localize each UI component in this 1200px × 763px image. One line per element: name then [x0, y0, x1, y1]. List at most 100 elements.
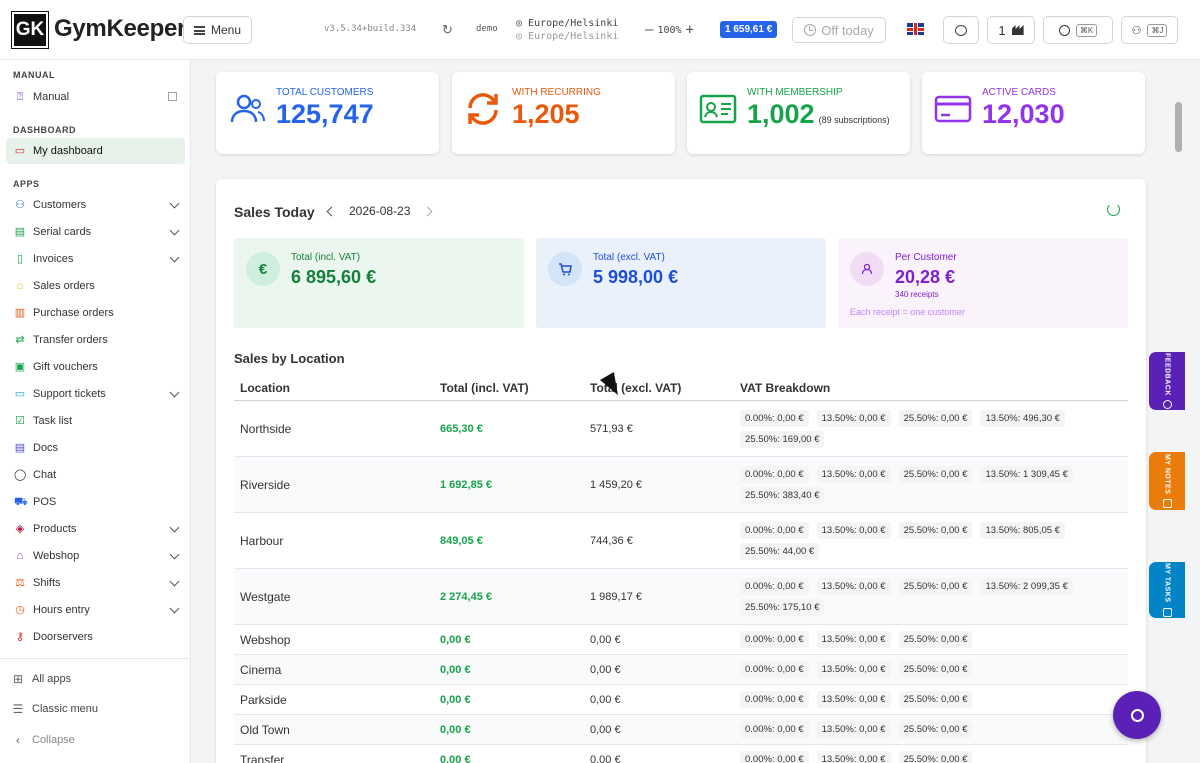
chat-bubble-icon	[955, 24, 967, 36]
menu-button[interactable]: Menu	[183, 16, 252, 44]
chevron-left-icon[interactable]	[326, 206, 337, 216]
vat-chip: 13.50%: 0,00 €	[816, 577, 891, 595]
sidebar-item-support-tickets[interactable]: ▭ Support tickets	[6, 381, 185, 407]
chevron-down-icon[interactable]	[169, 603, 180, 614]
total-incl-cell: 0,00 €	[434, 684, 584, 715]
collapse-sidebar-button[interactable]: ‹ Collapse	[12, 733, 75, 747]
summary-sub: 340 receipts	[895, 290, 939, 299]
factory-icon	[1011, 25, 1024, 35]
sidebar-item-gift-vouchers[interactable]: ▣ Gift vouchers	[6, 354, 185, 380]
scrollbar[interactable]	[1173, 62, 1183, 762]
sidebar-item-doorservers[interactable]: ⚷ Doorservers	[6, 624, 185, 650]
support-chat-icon	[1130, 708, 1144, 722]
sidebar-item-transfer-orders[interactable]: ⇄ Transfer orders	[6, 327, 185, 353]
side-tab-my-tasks[interactable]: MY TASKS	[1149, 562, 1185, 618]
all-apps-link[interactable]: ⊞ All apps	[12, 672, 71, 686]
stat-card-with-recurring[interactable]: WITH RECURRING 1,205	[452, 72, 675, 154]
total-excl-cell: 0,00 €	[584, 624, 734, 655]
sidebar-item-label: Shifts	[33, 577, 61, 589]
sidebar-item-label: Invoices	[33, 253, 74, 265]
sidebar-item-products[interactable]: ◈ Products	[6, 516, 185, 542]
chevron-down-icon[interactable]	[169, 576, 180, 587]
chevron-down-icon[interactable]	[169, 252, 180, 263]
vat-breakdown-cell: 0.00%: 0,00 € 13.50%: 0,00 € 25.50%: 0,00 …	[734, 654, 1128, 685]
chevron-down-icon[interactable]	[169, 549, 180, 560]
table-row: Cinema 0,00 €0,00 €0.00%: 0,00 €13.50%: 0…	[234, 654, 1128, 685]
chevron-down-icon[interactable]	[169, 198, 180, 209]
sidebar-item-my-dashboard[interactable]: ▭ My dashboard	[6, 138, 185, 164]
vat-chip: 13.50%: 0,00 €	[816, 465, 891, 483]
location-cell: Cinema	[234, 654, 434, 685]
off-today-button[interactable]: Off today	[792, 17, 886, 43]
help-circle-icon: ⍰	[16, 91, 24, 103]
inbox-button[interactable]: 1	[987, 16, 1035, 44]
vat-breakdown-cell: 0.00%: 0,00 € 13.50%: 0,00 € 25.50%: 0,00 …	[734, 512, 1128, 569]
classic-menu-link[interactable]: ☰ Classic menu	[12, 702, 98, 716]
chevron-down-icon[interactable]	[169, 225, 180, 236]
vat-breakdown-cell: 0.00%: 0,00 € 13.50%: 0,00 € 25.50%: 0,00 …	[734, 568, 1128, 625]
sidebar-item-chat[interactable]: ◯ Chat	[6, 462, 185, 488]
summary-value: 5 998,00 €	[593, 267, 679, 287]
total-incl-cell: 0,00 €	[434, 714, 584, 745]
sidebar-item-purchase-orders[interactable]: ▥ Purchase orders	[6, 300, 185, 326]
sidebar-item-shifts[interactable]: ⚖ Shifts	[6, 570, 185, 596]
chat-icon: ◯	[14, 469, 27, 481]
language-flag-icon[interactable]	[907, 23, 924, 35]
sidebar-item-docs[interactable]: ▤ Docs	[6, 435, 185, 461]
sidebar: MANUAL ⍰ Manual DASHBOARD ▭ My dashboard…	[0, 60, 191, 763]
balance-badge[interactable]: 1 659,61 €	[720, 21, 778, 38]
user-menu-button[interactable]: ⚇ ⌘J	[1121, 16, 1178, 44]
pencil-icon	[1162, 499, 1172, 509]
sidebar-item-sales-orders[interactable]: ⌂ Sales orders	[6, 273, 185, 299]
vat-chip: 13.50%: 0,00 €	[816, 661, 891, 678]
stat-card-active-cards[interactable]: ACTIVE CARDS 12,030	[922, 72, 1145, 154]
sidebar-item-webshop[interactable]: ⌂ Webshop	[6, 543, 185, 569]
vat-chip: 0.00%: 0,00 €	[740, 751, 809, 763]
sidebar-item-label: Products	[33, 523, 77, 535]
euro-icon: €	[246, 252, 280, 286]
search-button[interactable]: ⌘K	[1043, 16, 1113, 44]
support-chat-button[interactable]	[1113, 691, 1161, 739]
clipboard-icon: ▥	[14, 307, 26, 319]
credit-card-icon	[934, 90, 972, 128]
logo[interactable]: GK	[11, 11, 49, 49]
globe-icon: ◎	[516, 31, 529, 42]
shopping-bag-icon: ⌂	[16, 550, 24, 562]
sidebar-item-invoices[interactable]: ▯ Invoices	[6, 246, 185, 272]
summary-label: Per Customer	[895, 252, 957, 263]
table-header-row: Location Total (incl. VAT) Total (excl. …	[234, 376, 1128, 401]
summary-value: 20,28 €	[895, 267, 956, 287]
chevron-down-icon[interactable]	[169, 522, 180, 533]
sidebar-item-pos[interactable]: ⛟ POS	[6, 489, 185, 515]
refresh-icon[interactable]	[1107, 203, 1120, 216]
zoom-out-button[interactable]: —	[645, 22, 654, 38]
total-incl-cell: 0,00 €	[434, 654, 584, 685]
notifications-button[interactable]	[943, 16, 979, 44]
side-tab-my-notes[interactable]: MY NOTES	[1149, 452, 1185, 510]
zoom-in-button[interactable]: +	[685, 22, 694, 38]
side-tab-feedback[interactable]: FEEDBACK	[1149, 352, 1185, 410]
gift-icon: ▣	[14, 361, 26, 373]
reload-icon[interactable]: ↻	[442, 22, 453, 37]
current-date[interactable]: 2026-08-23	[349, 204, 411, 218]
timezone-value: Europe/Helsinki	[528, 18, 619, 29]
sidebar-item-label: Support tickets	[33, 388, 106, 400]
sidebar-item-label: Webshop	[33, 550, 80, 562]
chevron-right-icon[interactable]	[422, 206, 433, 216]
vat-chip: 25.50%: 169,00 €	[740, 430, 825, 448]
timezone-selector[interactable]: ◎ Europe/Helsinki ◎ Europe/Helsinki	[516, 17, 618, 43]
scrollbar-thumb[interactable]	[1175, 102, 1182, 152]
sidebar-item-serial-cards[interactable]: ▤ Serial cards	[6, 219, 185, 245]
total-excl-cell: 0,00 €	[584, 654, 734, 685]
sidebar-item-hours-entry[interactable]: ◷ Hours entry	[6, 597, 185, 623]
summary-value: 6 895,60 €	[291, 267, 377, 287]
sidebar-item-task-list[interactable]: ☑ Task list	[6, 408, 185, 434]
sidebar-item-manual[interactable]: ⍰ Manual	[6, 84, 185, 110]
stat-card-with-membership[interactable]: WITH MEMBERSHIP 1,002 (89 subscriptions)	[687, 72, 910, 154]
total-incl-cell: 849,05 €	[434, 512, 584, 569]
sidebar-item-customers[interactable]: ⚇ Customers	[6, 192, 185, 218]
users-icon	[228, 90, 266, 128]
stat-card-total-customers[interactable]: TOTAL CUSTOMERS 125,747	[216, 72, 439, 154]
sidebar-item-label: POS	[33, 496, 57, 508]
chevron-down-icon[interactable]	[169, 387, 180, 398]
